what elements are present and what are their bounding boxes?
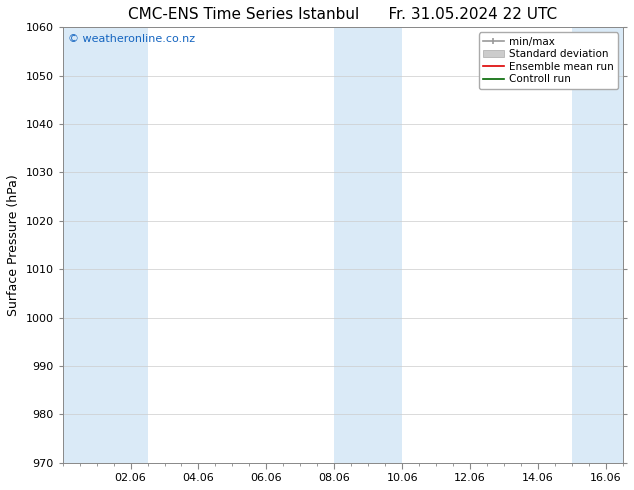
Bar	[63, 27, 148, 463]
Bar	[334, 27, 402, 463]
Legend: min/max, Standard deviation, Ensemble mean run, Controll run: min/max, Standard deviation, Ensemble me…	[479, 32, 618, 89]
Text: © weatheronline.co.nz: © weatheronline.co.nz	[68, 34, 195, 44]
Bar	[572, 27, 623, 463]
Y-axis label: Surface Pressure (hPa): Surface Pressure (hPa)	[7, 174, 20, 316]
Title: CMC-ENS Time Series Istanbul      Fr. 31.05.2024 22 UTC: CMC-ENS Time Series Istanbul Fr. 31.05.2…	[128, 7, 557, 22]
